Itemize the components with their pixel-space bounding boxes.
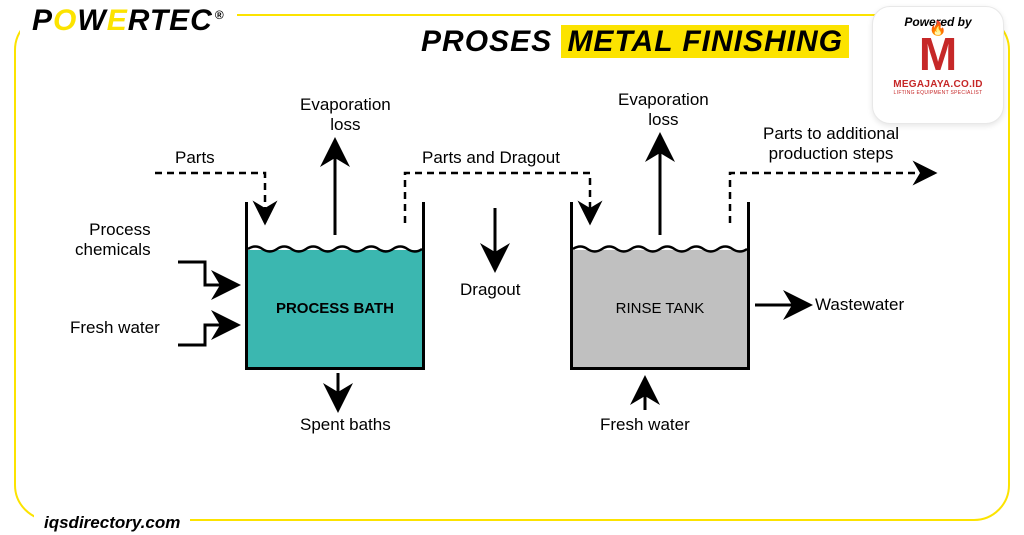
page-title: PROSES METAL FINISHING xyxy=(421,25,849,59)
source-citation: iqsdirectory.com xyxy=(34,513,190,533)
registered-mark: ® xyxy=(215,8,225,22)
badge-brand-name: MEGAJAYA.CO.ID xyxy=(893,79,983,90)
title-prefix: PROSES xyxy=(421,25,552,58)
process-diagram: PROCESS BATH RINSE TANK Parts Evaporatio… xyxy=(70,90,950,470)
brand-logo: POWERTEC® xyxy=(20,4,237,38)
badge-logo-letter: M xyxy=(919,31,957,77)
diagram-connectors xyxy=(70,90,950,470)
title-highlight: METAL FINISHING xyxy=(561,25,849,58)
